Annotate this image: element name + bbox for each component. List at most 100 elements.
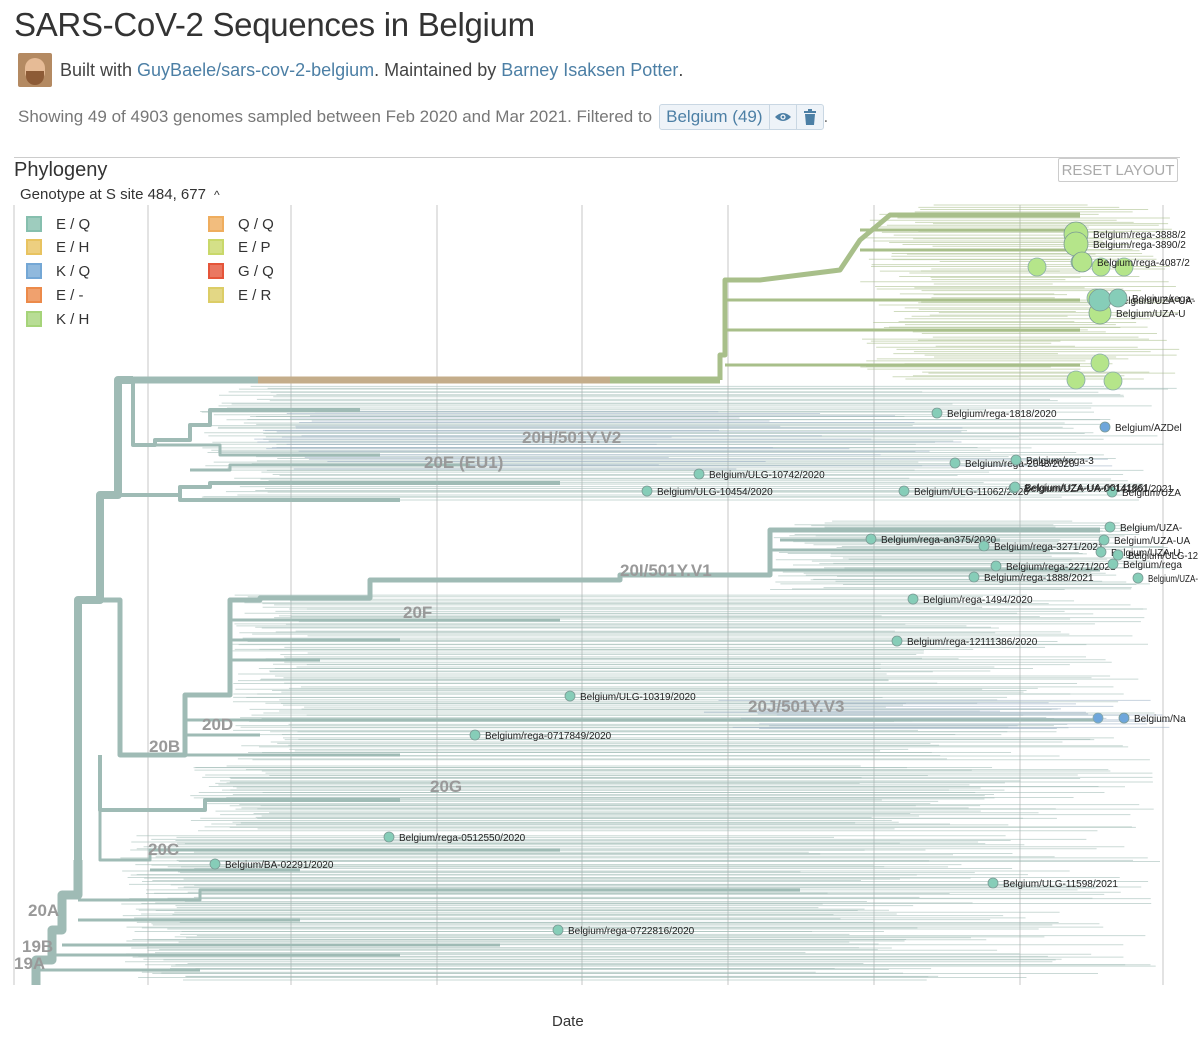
- tip-label: Belgium/rega-12111386/2020: [907, 637, 1038, 648]
- byline-period: .: [678, 59, 684, 80]
- tip-marker: [1092, 712, 1104, 724]
- tip-label: Belgium/rega-0717849/2020: [485, 731, 612, 742]
- tip-marker: [1132, 572, 1144, 584]
- tip-marker: [1071, 251, 1093, 273]
- tip-marker: [898, 485, 910, 497]
- legend-label: G / Q: [238, 262, 274, 280]
- tip-marker: [1114, 257, 1134, 277]
- clade-label: 19A: [14, 954, 45, 973]
- legend-item[interactable]: E / R: [208, 285, 271, 305]
- chevron-up-icon[interactable]: ^: [213, 187, 220, 202]
- tip-label: Belgium/UZA-UA: [1114, 536, 1190, 547]
- legend-title-text: Genotype at S site 484, 677: [20, 186, 206, 203]
- tree-branch: [62, 888, 800, 947]
- legend-item[interactable]: E / P: [208, 237, 271, 257]
- tip-label: Belgium/rega-3271/2021: [994, 542, 1104, 553]
- tip-marker: [978, 540, 990, 552]
- legend-swatch: [208, 287, 224, 303]
- tree-branch: [725, 228, 1080, 367]
- tip-marker: [1099, 421, 1111, 433]
- tip-label: Belgium/ULG-11598/2021: [1003, 879, 1118, 890]
- tip-label: Belgium/rega-1888/2021: [984, 573, 1094, 584]
- tip-label: Belgium/rega-1494/2020: [923, 595, 1033, 606]
- tip-marker: [1112, 549, 1124, 561]
- legend-swatch: [208, 263, 224, 279]
- legend-swatch: [26, 287, 42, 303]
- tip-label: Belgium/ULG-12: [1128, 551, 1198, 562]
- tree-branch: [100, 527, 1100, 758]
- tip-label: Belgium/UZA-UA-00141861/2021: [1024, 484, 1173, 495]
- built-with-text: Built with: [60, 59, 133, 80]
- legend-item[interactable]: E / H: [26, 237, 89, 257]
- tip-marker: [931, 407, 943, 419]
- tip-label: Belgium/BA-02291/2020: [225, 860, 334, 871]
- tip-label: Belgium/rega: [1123, 560, 1182, 571]
- reset-layout-button[interactable]: RESET LAYOUT: [1058, 158, 1178, 182]
- legend-swatch: [208, 216, 224, 232]
- legend-item[interactable]: G / Q: [208, 261, 274, 281]
- tree-branch: [98, 755, 400, 812]
- legend-swatch: [208, 239, 224, 255]
- legend-label: E / Q: [56, 215, 91, 233]
- tip-label: Belgium/rega-3888/2: [1093, 230, 1186, 241]
- tip-marker: [1098, 534, 1110, 546]
- tip-label: Belgium/Na: [1134, 714, 1186, 725]
- tip-marker: [1106, 486, 1118, 498]
- tip-label: Belgium/rega-: [1132, 294, 1194, 305]
- tip-marker: [693, 468, 705, 480]
- tip-marker: [1088, 288, 1112, 312]
- tip-label: Belgium/rega-2271/2021: [1006, 562, 1116, 573]
- legend-item[interactable]: E / -: [26, 285, 84, 305]
- tip-label: Belgium/ULG-10742/2020: [709, 470, 825, 481]
- legend-swatch: [26, 263, 42, 279]
- filter-chip[interactable]: Belgium (49): [659, 104, 824, 130]
- legend-item[interactable]: K / Q: [26, 261, 90, 281]
- legend-title[interactable]: Genotype at S site 484, 677 ^: [20, 186, 220, 203]
- tip-label: Belgium/rega-0722816/2020: [568, 926, 695, 937]
- trash-icon[interactable]: [795, 105, 823, 129]
- maintainer-link[interactable]: Barney Isaksen Potter: [501, 59, 679, 80]
- summary-text: Showing 49 of 4903 genomes sampled betwe…: [18, 107, 653, 126]
- tip-label: Belgium/AZDel: [1115, 423, 1182, 434]
- legend-label: E / R: [238, 286, 272, 304]
- eye-icon[interactable]: [768, 105, 796, 129]
- tip-marker: [907, 593, 919, 605]
- legend-label: Q / Q: [238, 215, 274, 233]
- tip-marker: [1103, 371, 1123, 391]
- legend-item[interactable]: Q / Q: [208, 214, 274, 234]
- data-summary: Showing 49 of 4903 genomes sampled betwe…: [18, 104, 828, 130]
- tip-marker: [987, 877, 999, 889]
- legend-label: K / Q: [56, 262, 91, 280]
- legend-item[interactable]: K / H: [26, 309, 89, 329]
- tip-label: Belgium/ULG-10319/2020: [580, 692, 696, 703]
- panel-title: Phylogeny: [14, 159, 108, 181]
- tip-marker: [1095, 546, 1107, 558]
- phylogeny-tree[interactable]: Dec2020-Feb2020-Apr2020-Jun2020-Aug2020-…: [0, 200, 1200, 985]
- tip-label: Belgium/rega-1818/2020: [947, 409, 1057, 420]
- tip-marker: [469, 729, 481, 741]
- tip-marker: [1107, 558, 1119, 570]
- tip-marker: [1118, 712, 1130, 724]
- tip-label: Belgium/rega-2048/2020: [965, 459, 1075, 470]
- tip-label: Belgium/rega-3890/2: [1093, 240, 1186, 251]
- tree-branch: [131, 380, 360, 447]
- tip-marker: [1010, 454, 1022, 466]
- legend-item[interactable]: E / Q: [26, 214, 90, 234]
- tip-marker: [1104, 521, 1116, 533]
- tree-branch: [717, 212, 1080, 380]
- tip-marker: [209, 858, 221, 870]
- repo-link[interactable]: GuyBaele/sars-cov-2-belgium: [137, 59, 375, 80]
- legend-swatch: [26, 311, 42, 327]
- tip-marker: [552, 924, 564, 936]
- x-axis-title: Date: [552, 1013, 584, 1030]
- byline: Built with GuyBaele/sars-cov-2-belgium. …: [18, 52, 683, 88]
- tip-marker: [865, 533, 877, 545]
- tip-label: Belgium/UZA-: [1148, 574, 1198, 585]
- clade-label: 20H/501Y.V2: [522, 428, 621, 447]
- filter-chip-label[interactable]: Belgium (49): [666, 107, 763, 126]
- tip-label: Belgium/UZA-UA-00141861: [1025, 483, 1149, 494]
- tip-marker: [383, 831, 395, 843]
- legend-label: E / -: [56, 286, 84, 304]
- page-title: SARS-CoV-2 Sequences in Belgium: [14, 6, 535, 43]
- tree-branch: [98, 810, 560, 872]
